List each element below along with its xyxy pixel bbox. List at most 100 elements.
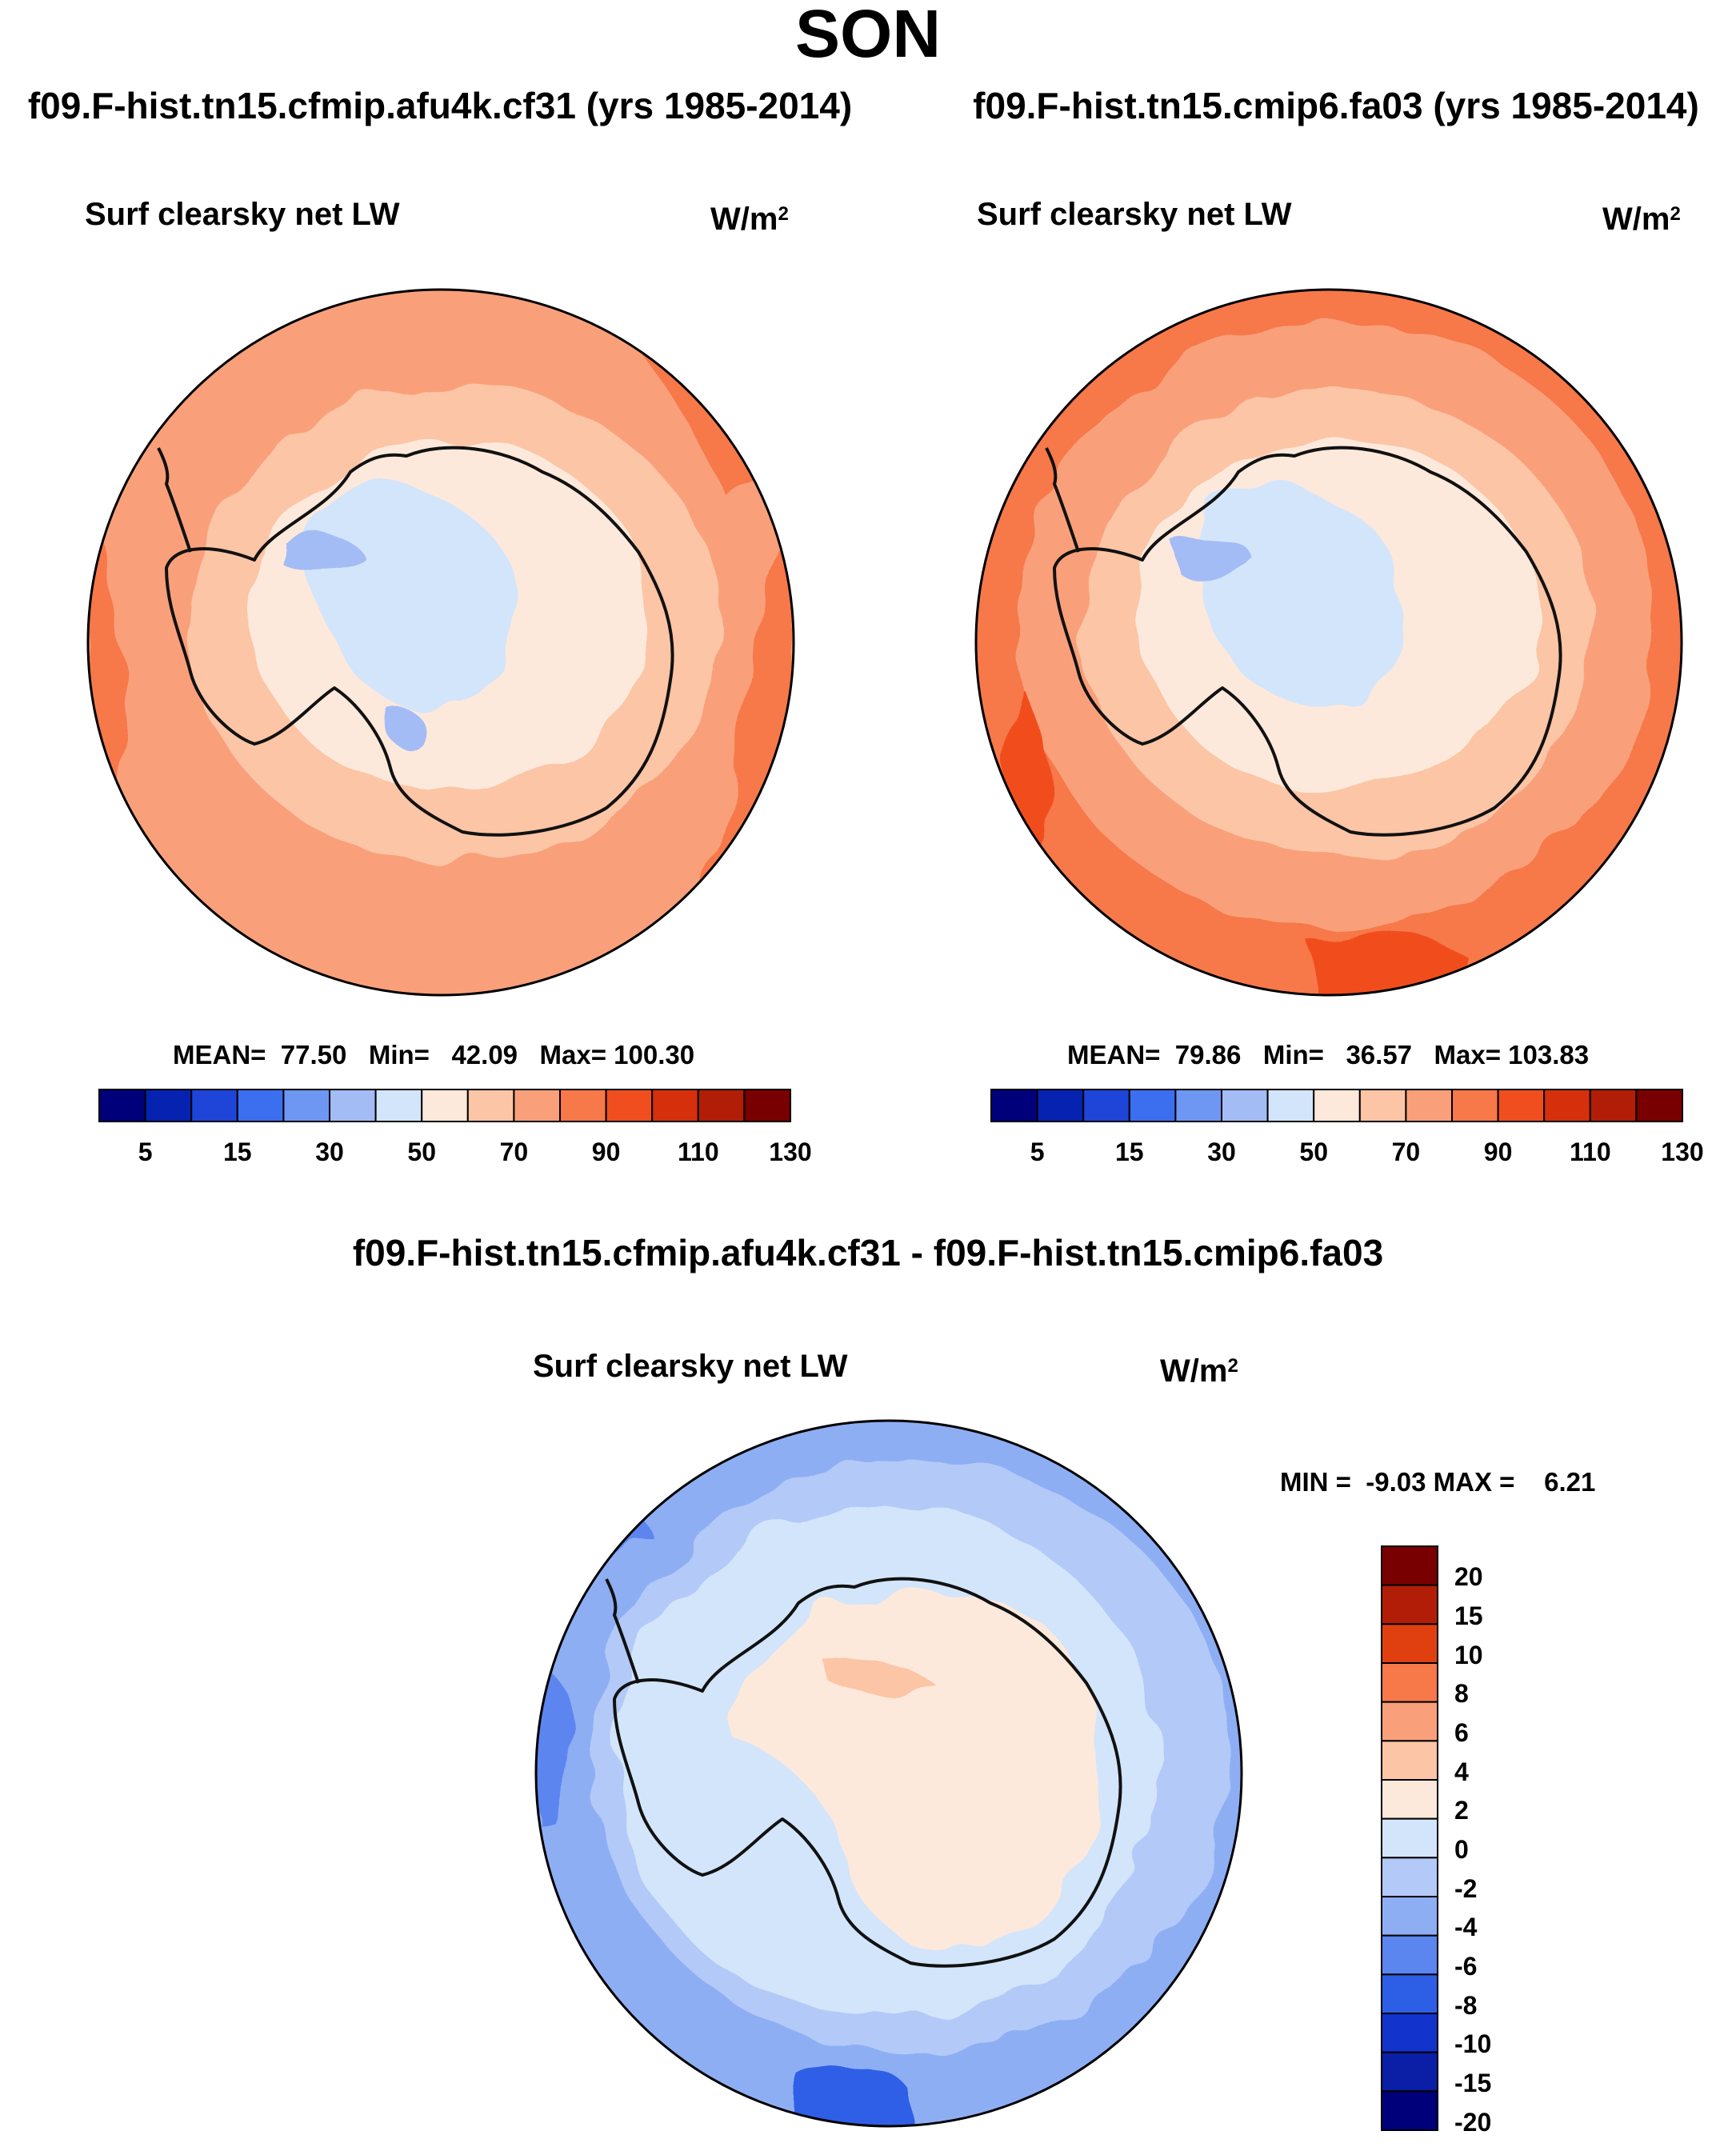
panel1-coastline xyxy=(165,446,674,837)
diff-colorbar-swatch-2 xyxy=(1381,1623,1438,1665)
diff-colorbar-swatch-6 xyxy=(1381,1779,1438,1820)
diff-colorbar-ticks: 20 15 10 8 6 4 2 0 -2 -4 -6 -8 -10 -15 -20 xyxy=(1454,1544,1518,2136)
panel2-colorbar-swatch-13 xyxy=(1589,1089,1638,1122)
panel1-colorbar-swatch-7 xyxy=(421,1089,469,1122)
panel2-case-title: f09.F-hist.tn15.cmip6.fa03 (yrs 1985-201… xyxy=(973,85,1699,126)
panel1-colorbar-tick-label: 90 xyxy=(591,1137,621,1166)
diff-colorbar-tick-label: -15 xyxy=(1454,2069,1492,2097)
panel2-colorbar-swatch-4 xyxy=(1174,1089,1222,1122)
panel1-colorbar-tick-label: 50 xyxy=(407,1137,436,1166)
diff-map-border xyxy=(534,1419,1243,2128)
panel1-case-title: f09.F-hist.tn15.cfmip.afu4k.cf31 (yrs 19… xyxy=(27,85,853,126)
diff-colorbar-tick-label: -2 xyxy=(1454,1873,1478,1903)
diff-colorbar-tick-label: 10 xyxy=(1454,1640,1483,1669)
panel2-colorbar-tick-label: 70 xyxy=(1391,1137,1421,1166)
panel1-peninsula xyxy=(157,447,192,553)
diff-field-pos-2 xyxy=(822,1657,934,1690)
diff-coastline xyxy=(613,1577,1122,1968)
panel1-field-interior-2 xyxy=(286,535,366,577)
panel2-colorbar-tick-label: 90 xyxy=(1483,1137,1513,1166)
panel2-colorbar-tick-label: 30 xyxy=(1207,1137,1236,1166)
diff-colorbar-tick-label: 0 xyxy=(1454,1835,1469,1864)
panel1-field-interior-3 xyxy=(382,702,424,750)
panel1-colorbar-swatch-0 xyxy=(98,1089,146,1122)
diff-colorbar-swatch-10 xyxy=(1381,1934,1438,1976)
panel1-colorbar-swatch-3 xyxy=(236,1089,285,1122)
diff-colorbar-swatch-12 xyxy=(1381,2013,1438,2053)
panel2-field-interior-2 xyxy=(1174,535,1254,577)
panel2-map-border xyxy=(974,288,1683,997)
diff-colorbar-swatch-8 xyxy=(1381,1857,1438,1898)
diff-colorbar-tick-label: -10 xyxy=(1454,2029,1492,2059)
season-title: SON xyxy=(794,0,942,71)
diff-field-band-sw xyxy=(798,2061,910,2126)
diff-colorbar-tick-label: 6 xyxy=(1454,1718,1469,1747)
diff-variable-title: Surf clearsky net LW xyxy=(533,1349,848,1384)
diff-colorbar-swatch-5 xyxy=(1381,1740,1438,1781)
diff-colorbar-tick-label: -4 xyxy=(1454,1913,1478,1942)
panel1-colorbar-tick-label: 5 xyxy=(138,1137,153,1166)
diff-case-title: f09.F-hist.tn15.cfmip.afu4k.cf31 - f09.F… xyxy=(352,1232,1384,1273)
panel1-colorbar-ticks: 5 15 30 50 70 90 110 130 xyxy=(96,1137,812,1169)
panel1-colorbar-tick-label: 70 xyxy=(499,1137,529,1166)
diff-colorbar-swatch-9 xyxy=(1381,1896,1438,1937)
panel1-colorbar-tick-label: 15 xyxy=(223,1137,252,1166)
diff-colorbar-tick-label: -8 xyxy=(1454,1990,1478,2020)
panel2-colorbar-swatch-8 xyxy=(1358,1089,1407,1122)
diff-colorbar-swatch-1 xyxy=(1381,1584,1438,1625)
panel1-colorbar-swatch-11 xyxy=(605,1089,654,1122)
panel1-colorbar-swatch-4 xyxy=(282,1089,330,1122)
panel1-colorbar xyxy=(98,1089,792,1122)
diff-peninsula xyxy=(605,1578,640,1684)
panel2-colorbar-swatch-7 xyxy=(1313,1089,1361,1122)
panel1-colorbar-tick-label: 110 xyxy=(677,1137,719,1166)
panel2-map xyxy=(974,288,1683,997)
panel2-colorbar-swatch-12 xyxy=(1543,1089,1591,1122)
diff-colorbar xyxy=(1381,1545,1438,2131)
panel2-field-interior-1 xyxy=(1195,485,1407,709)
diff-colorbar-swatch-13 xyxy=(1381,2051,1438,2093)
panel1-field-interior-1 xyxy=(307,485,519,709)
diff-colorbar-tick-label: 20 xyxy=(1454,1562,1483,1592)
panel2-coastline xyxy=(1053,446,1562,837)
panel2-colorbar-swatch-6 xyxy=(1266,1089,1315,1122)
panel2-colorbar-tick-label: 5 xyxy=(1030,1137,1045,1166)
panel2-colorbar-swatch-9 xyxy=(1405,1089,1454,1122)
panel1-colorbar-swatch-9 xyxy=(513,1089,562,1122)
panel1-stats: MEAN= 77.50 Min= 42.09 Max= 100.30 xyxy=(173,1040,695,1070)
panel1-map xyxy=(86,288,795,997)
panel2-colorbar-tick-label: 110 xyxy=(1569,1137,1611,1166)
panel2-colorbar-swatch-2 xyxy=(1082,1089,1130,1122)
panel2-colorbar-swatch-11 xyxy=(1497,1089,1546,1122)
panel1-colorbar-tick-label: 30 xyxy=(315,1137,344,1166)
panel2-colorbar-tick-label: 50 xyxy=(1299,1137,1328,1166)
panel2-stats: MEAN= 79.86 Min= 36.57 Max= 103.83 xyxy=(1067,1040,1590,1070)
panel1-colorbar-swatch-12 xyxy=(651,1089,699,1122)
panel1-colorbar-swatch-6 xyxy=(374,1089,423,1122)
panel1-colorbar-swatch-5 xyxy=(329,1089,377,1122)
panel1-colorbar-swatch-8 xyxy=(466,1089,515,1122)
panel1-colorbar-swatch-10 xyxy=(559,1089,607,1122)
diff-field-positive xyxy=(730,1591,1101,1955)
diff-colorbar-tick-label: -6 xyxy=(1454,1952,1478,1981)
panel1-colorbar-swatch-13 xyxy=(697,1089,746,1122)
diff-colorbar-swatch-14 xyxy=(1381,2090,1438,2131)
diff-colorbar-swatch-11 xyxy=(1381,1973,1438,2014)
diff-colorbar-swatch-7 xyxy=(1381,1817,1438,1859)
panel2-colorbar-tick-label: 130 xyxy=(1661,1137,1704,1166)
panel2-peninsula xyxy=(1045,447,1080,553)
diff-colorbar-swatch-0 xyxy=(1381,1545,1438,1586)
diff-colorbar-tick-label: 4 xyxy=(1454,1757,1469,1786)
panel1-colorbar-tick-label: 130 xyxy=(769,1137,812,1166)
diff-colorbar-swatch-3 xyxy=(1381,1662,1438,1703)
diff-colorbar-tick-label: 2 xyxy=(1454,1796,1469,1825)
panel1-units: W/m2 xyxy=(710,202,789,237)
panel2-colorbar-ticks: 5 15 30 50 70 90 110 130 xyxy=(988,1137,1704,1169)
diff-colorbar-swatch-4 xyxy=(1381,1701,1438,1742)
panel2-colorbar-swatch-3 xyxy=(1128,1089,1177,1122)
panel2-colorbar-swatch-10 xyxy=(1451,1089,1499,1122)
diff-map xyxy=(534,1419,1243,2128)
diff-colorbar-tick-label: 8 xyxy=(1454,1679,1469,1709)
panel2-colorbar-swatch-14 xyxy=(1635,1089,1684,1122)
panel1-variable-title: Surf clearsky net LW xyxy=(85,197,400,232)
